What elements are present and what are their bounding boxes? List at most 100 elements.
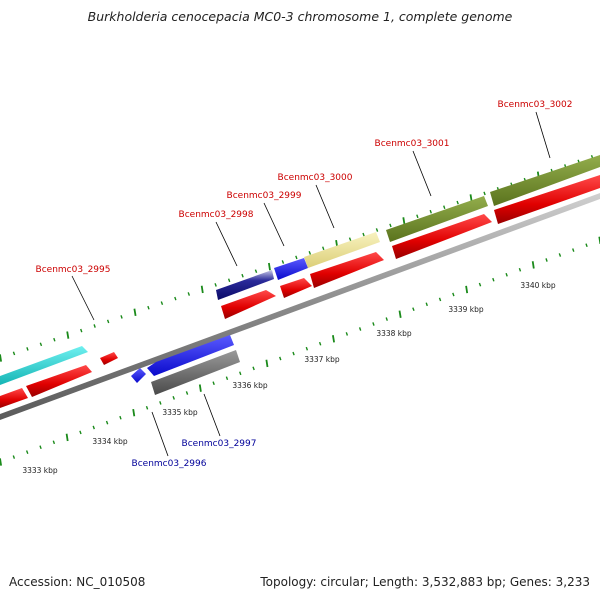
minor-tick [372, 322, 375, 326]
cds-arrow-red[interactable] [221, 290, 276, 319]
gene-block-blue[interactable] [131, 368, 146, 383]
cds-arrow-red[interactable] [0, 388, 28, 408]
forward-cds-track [0, 175, 600, 408]
minor-tick [281, 260, 285, 264]
gene-label[interactable]: Bcenmc03_3001 [375, 139, 450, 149]
cds-arrow-red[interactable] [26, 365, 92, 397]
minor-tick [438, 297, 442, 302]
minor-tick [147, 305, 150, 310]
gene-block-red[interactable] [100, 352, 118, 365]
scale-label: 3335 kbp [162, 408, 198, 417]
gene-label[interactable]: Bcenmc03_2995 [36, 265, 111, 275]
label-leader-lines [71, 111, 551, 457]
backbone-track [0, 193, 600, 420]
minor-tick [25, 450, 29, 454]
leader-line [71, 275, 95, 321]
reverse-scale-ticks [0, 236, 600, 466]
gene-block-navy[interactable] [216, 270, 274, 300]
minor-tick [172, 396, 175, 400]
major-tick [268, 262, 271, 271]
gene-label[interactable]: Bcenmc03_3000 [278, 173, 353, 183]
scale-label: 3336 kbp [232, 381, 268, 390]
gene-label[interactable]: Bcenmc03_2997 [182, 439, 257, 449]
leader-line [535, 111, 551, 159]
minor-tick [185, 391, 189, 395]
gene-block-olive[interactable] [386, 196, 488, 242]
leader-line [215, 221, 238, 267]
minor-tick [92, 425, 95, 430]
leader-line [263, 202, 285, 247]
scale-label: 3339 kbp [448, 305, 484, 314]
gene-block-blue[interactable] [274, 258, 308, 280]
minor-tick [241, 273, 244, 278]
major-tick [0, 354, 2, 362]
scale-label: 3337 kbp [304, 355, 340, 364]
minor-tick [145, 405, 149, 410]
minor-tick [505, 272, 508, 277]
major-tick [65, 433, 69, 442]
minor-tick [52, 440, 56, 445]
gene-block-gray[interactable] [151, 350, 240, 395]
major-tick [198, 384, 202, 392]
minor-tick [305, 346, 309, 351]
minor-tick [295, 255, 298, 260]
minor-tick [545, 258, 548, 262]
minor-tick [478, 282, 482, 287]
major-tick [332, 335, 335, 343]
gene-block-teal[interactable] [0, 346, 88, 385]
reverse-strand-genes [131, 335, 240, 395]
cds-arrow-red[interactable] [392, 214, 492, 259]
minor-tick [187, 292, 191, 296]
minor-tick [412, 307, 415, 312]
minor-tick [483, 191, 486, 196]
minor-tick [558, 253, 562, 257]
minor-tick [159, 401, 162, 405]
major-tick [133, 308, 137, 317]
gene-label[interactable]: Bcenmc03_3002 [498, 100, 573, 110]
accession-text: Accession: NC_010508 [9, 575, 146, 589]
minor-tick [375, 228, 379, 232]
gene-block-olive[interactable] [490, 155, 600, 206]
minor-tick [252, 366, 255, 371]
minor-tick [39, 342, 43, 347]
leader-line [412, 150, 432, 197]
major-tick [531, 261, 535, 269]
minor-tick [308, 251, 312, 255]
gene-block-khaki[interactable] [304, 232, 380, 268]
forward-gene-labels: Bcenmc03_2995 Bcenmc03_2998 Bcenmc03_299… [36, 100, 573, 275]
minor-tick [80, 328, 83, 333]
minor-tick [443, 205, 446, 210]
minor-tick [358, 327, 362, 331]
major-tick [398, 310, 402, 318]
minor-tick [585, 243, 588, 248]
gene-label[interactable]: Bcenmc03_2996 [132, 459, 207, 469]
reverse-gene-labels: Bcenmc03_2996 Bcenmc03_2997 [132, 439, 257, 469]
gene-block-blue[interactable] [147, 335, 234, 376]
minor-tick [362, 232, 365, 237]
minor-tick [292, 351, 295, 356]
minor-tick [452, 292, 455, 297]
minor-tick [227, 278, 231, 283]
cds-arrow-red[interactable] [280, 278, 312, 298]
minor-tick [106, 319, 110, 324]
genome-title: Burkholderia cenocepacia MC0-3 chromosom… [87, 9, 513, 24]
leader-line [315, 184, 335, 229]
minor-tick [345, 332, 349, 336]
cds-arrow-red[interactable] [494, 175, 600, 224]
gene-label[interactable]: Bcenmc03_2998 [179, 210, 254, 220]
cds-arrow-red[interactable] [310, 252, 384, 288]
minor-tick [572, 248, 575, 252]
minor-tick [279, 356, 282, 361]
major-tick [66, 331, 70, 339]
minor-tick [385, 317, 388, 321]
major-tick [265, 359, 269, 368]
gene-label[interactable]: Bcenmc03_2999 [227, 191, 302, 201]
minor-tick [492, 277, 495, 282]
major-tick [402, 217, 406, 225]
minor-tick [93, 324, 96, 328]
minor-tick [416, 214, 419, 219]
minor-tick [318, 341, 322, 346]
minor-tick [12, 351, 16, 356]
minor-tick [456, 200, 459, 205]
